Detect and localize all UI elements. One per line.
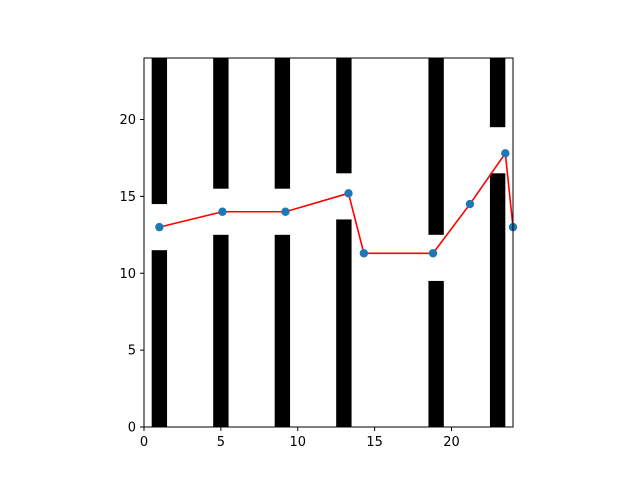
- obstacle-bar-2: [213, 234, 229, 427]
- obstacle-bar-10: [489, 173, 506, 427]
- obstacles-layer: [151, 58, 506, 427]
- obstacle-bar-5: [274, 58, 291, 189]
- plot-frame: [143, 57, 514, 428]
- obstacle-bar-1: [151, 58, 168, 205]
- x-tick-label-1: 5: [217, 435, 225, 450]
- y-tick-label-4: 20: [119, 113, 136, 128]
- waypoint-marker-2: [281, 207, 290, 216]
- obstacle-bar-4: [274, 234, 291, 427]
- x-tick-label-3: 15: [366, 435, 383, 450]
- waypoint-marker-0: [155, 222, 164, 232]
- obstacle-bar-7: [336, 58, 352, 174]
- waypoint-marker-3: [344, 189, 353, 198]
- y-tick-label-0: 0: [128, 421, 136, 436]
- y-tick-label-3: 15: [119, 190, 136, 205]
- obstacle-bar-9: [428, 58, 444, 235]
- obstacle-bar-11: [489, 58, 506, 128]
- waypoint-marker-7: [501, 149, 510, 158]
- y-tick-label-2: 10: [119, 267, 136, 282]
- obstacle-bar-8: [428, 280, 444, 427]
- waypoint-marker-4: [359, 249, 369, 258]
- plot-background: [144, 58, 513, 427]
- y-axis-ticks: 0 5 10 15 20: [119, 113, 144, 436]
- waypoint-marker-6: [465, 199, 475, 209]
- x-tick-label-0: 0: [140, 435, 148, 450]
- waypoint-marker-1: [218, 207, 227, 216]
- obstacle-bar-3: [213, 58, 229, 189]
- waypoint-marker-5: [428, 249, 438, 258]
- obstacle-bar-0: [151, 250, 168, 427]
- x-axis-ticks: 0 5 10 15 20: [140, 427, 460, 450]
- x-tick-label-4: 20: [443, 435, 460, 450]
- obstacle-bar-6: [336, 219, 352, 427]
- y-tick-label-1: 5: [128, 344, 136, 359]
- x-tick-label-2: 10: [289, 435, 306, 450]
- waypoint-marker-layer: [155, 149, 518, 258]
